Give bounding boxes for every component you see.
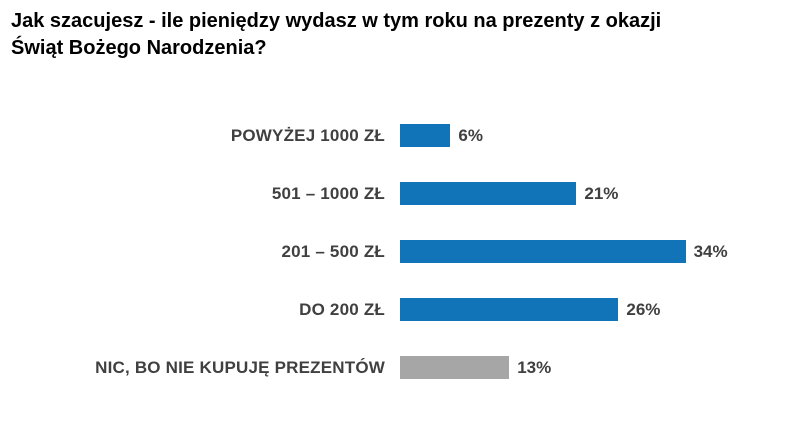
chart-row: 201 – 500 ZŁ 34% (0, 240, 728, 263)
value-label: 34% (693, 241, 728, 261)
chart-title: Jak szacujesz - ile pieniędzy wydasz w t… (11, 10, 662, 59)
category-label: 201 – 500 ZŁ (281, 241, 385, 261)
value-label: 6% (458, 125, 483, 145)
category-label: DO 200 ZŁ (299, 299, 385, 319)
category-label: 501 – 1000 ZŁ (271, 183, 385, 203)
category-label: POWYŻEJ 1000 ZŁ (230, 125, 385, 145)
value-label: 26% (626, 299, 661, 319)
bar (400, 356, 510, 379)
bar (400, 298, 619, 321)
value-label: 21% (584, 183, 619, 203)
bar (400, 124, 451, 147)
bar (400, 182, 577, 205)
bar (400, 240, 686, 263)
chart-rows: POWYŻEJ 1000 ZŁ 6% 501 – 1000 ZŁ 21% 201 – 5… (0, 124, 728, 414)
category-label: NIC, BO NIE KUPUJĘ PREZENTÓW (95, 357, 385, 377)
chart-row: DO 200 ZŁ 26% (0, 298, 728, 321)
chart-row: 501 – 1000 ZŁ 21% (0, 182, 728, 205)
chart-row: NIC, BO NIE KUPUJĘ PREZENTÓW 13% (0, 356, 728, 379)
chart-row: POWYŻEJ 1000 ZŁ 6% (0, 124, 728, 147)
value-label: 13% (517, 357, 552, 377)
